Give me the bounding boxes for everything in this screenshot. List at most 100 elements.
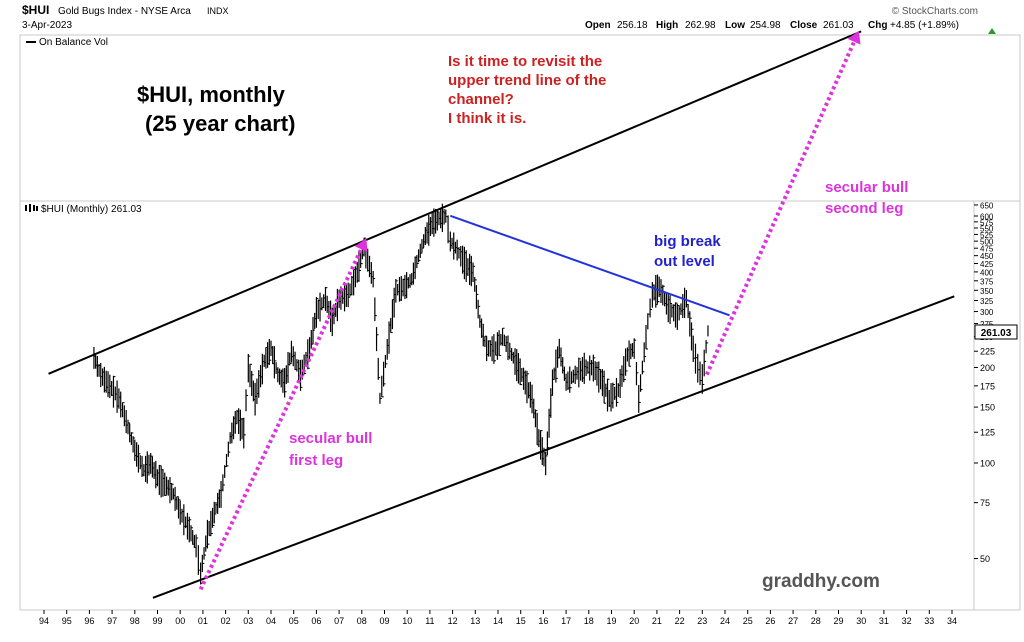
x-tick-label: 26 xyxy=(765,616,775,626)
price-panel-frame xyxy=(19,200,1021,611)
y-tick-label: 475 xyxy=(980,245,994,254)
arrowhead-icon xyxy=(847,30,861,45)
x-tick-label: 22 xyxy=(675,616,685,626)
chg-label: Chg xyxy=(868,20,887,31)
x-tick-label: 34 xyxy=(947,616,957,626)
breakout-label-2: out level xyxy=(654,253,715,270)
y-tick-label: 225 xyxy=(980,347,995,357)
green-arrow-up-icon xyxy=(988,28,996,34)
x-tick-label: 28 xyxy=(811,616,821,626)
y-tick-label: 550 xyxy=(980,224,994,233)
question-line1: Is it time to revisit the xyxy=(448,53,602,70)
x-tick-label: 07 xyxy=(334,616,344,626)
last-price-label: 261.03 xyxy=(981,328,1012,339)
y-tick-label: 100 xyxy=(980,459,995,469)
y-tick-label: 125 xyxy=(980,428,995,438)
hui-legend-icon xyxy=(25,204,38,212)
breakout-label-1: big break xyxy=(654,233,721,250)
arrowhead-icon xyxy=(354,238,368,253)
open-value: 256.18 xyxy=(617,20,648,31)
y-tick-label: 150 xyxy=(980,403,995,413)
chg-value: +4.85 (+1.89%) xyxy=(890,20,959,31)
symbol-label: $HUI xyxy=(22,3,49,17)
price-legend-label: $HUI (Monthly) 261.03 xyxy=(41,204,142,215)
x-tick-label: 99 xyxy=(152,616,162,626)
index-name-label: Gold Bugs Index - NYSE Arca xyxy=(58,6,191,17)
date-label: 3-Apr-2023 xyxy=(22,20,72,31)
x-tick-label: 24 xyxy=(720,616,730,626)
close-value: 261.03 xyxy=(823,20,854,31)
x-tick-label: 12 xyxy=(448,616,458,626)
first-leg-arrow xyxy=(198,248,364,591)
x-tick-label: 32 xyxy=(902,616,912,626)
y-tick-label: 325 xyxy=(980,297,994,306)
obv-legend-label: On Balance Vol xyxy=(39,37,108,48)
y-tick-label: 450 xyxy=(980,252,994,261)
x-tick-label: 20 xyxy=(629,616,639,626)
exchange-label: INDX xyxy=(207,6,229,16)
first-leg-label-2: first leg xyxy=(289,452,343,469)
first-leg-label-1: secular bull xyxy=(289,430,372,447)
high-label: High xyxy=(656,20,678,31)
y-tick-label: 500 xyxy=(980,238,994,247)
y-tick-label: 75 xyxy=(980,498,990,508)
x-tick-label: 05 xyxy=(289,616,299,626)
low-value: 254.98 xyxy=(750,20,781,31)
x-tick-label: 10 xyxy=(402,616,412,626)
x-tick-label: 03 xyxy=(243,616,253,626)
x-tick-label: 33 xyxy=(924,616,934,626)
question-line3: channel? xyxy=(448,91,514,108)
x-tick-label: 08 xyxy=(357,616,367,626)
y-tick-label: 200 xyxy=(980,363,995,373)
x-tick-label: 04 xyxy=(266,616,276,626)
x-tick-label: 17 xyxy=(561,616,571,626)
close-label: Close xyxy=(790,20,818,31)
y-tick-label: 525 xyxy=(980,231,994,240)
x-tick-label: 16 xyxy=(538,616,548,626)
upper-trendline xyxy=(48,30,862,375)
watermark: graddhy.com xyxy=(762,571,880,592)
x-tick-label: 27 xyxy=(788,616,798,626)
x-tick-label: 19 xyxy=(606,616,616,626)
x-tick-label: 97 xyxy=(107,616,117,626)
x-tick-label: 09 xyxy=(379,616,389,626)
second-leg-label-1: secular bull xyxy=(825,179,908,196)
high-value: 262.98 xyxy=(685,20,716,31)
x-tick-label: 31 xyxy=(879,616,889,626)
y-tick-label: 400 xyxy=(980,268,994,277)
x-tick-label: 01 xyxy=(198,616,208,626)
x-tick-label: 21 xyxy=(652,616,662,626)
x-tick-label: 02 xyxy=(221,616,231,626)
x-tick-label: 25 xyxy=(743,616,753,626)
y-tick-label: 300 xyxy=(980,308,994,317)
low-label: Low xyxy=(725,20,745,31)
second-leg-arrow xyxy=(705,40,856,376)
x-tick-label: 95 xyxy=(62,616,72,626)
chart-title-line2: (25 year chart) xyxy=(145,111,295,136)
y-tick-label: 375 xyxy=(980,277,994,286)
x-tick-label: 29 xyxy=(833,616,843,626)
x-tick-label: 18 xyxy=(584,616,594,626)
x-tick-label: 15 xyxy=(516,616,526,626)
x-tick-label: 14 xyxy=(493,616,503,626)
question-line4: I think it is. xyxy=(448,110,526,127)
y-tick-label: 425 xyxy=(980,260,994,269)
y-axis: 5075100125150175200225250275300325350375… xyxy=(974,201,995,564)
price-bars xyxy=(93,203,709,585)
question-line2: upper trend line of the xyxy=(448,72,606,89)
x-tick-label: 30 xyxy=(856,616,866,626)
x-tick-label: 06 xyxy=(311,616,321,626)
breakout-line xyxy=(449,214,730,317)
chart-title-line1: $HUI, monthly xyxy=(137,82,286,107)
x-tick-label: 96 xyxy=(84,616,94,626)
trendlines xyxy=(48,30,955,599)
y-tick-label: 600 xyxy=(980,213,994,222)
second-leg-label-2: second leg xyxy=(825,200,903,217)
x-tick-label: 94 xyxy=(39,616,49,626)
y-tick-label: 350 xyxy=(980,287,994,296)
open-label: Open xyxy=(585,20,611,31)
y-tick-label: 175 xyxy=(980,381,995,391)
x-tick-label: 13 xyxy=(470,616,480,626)
